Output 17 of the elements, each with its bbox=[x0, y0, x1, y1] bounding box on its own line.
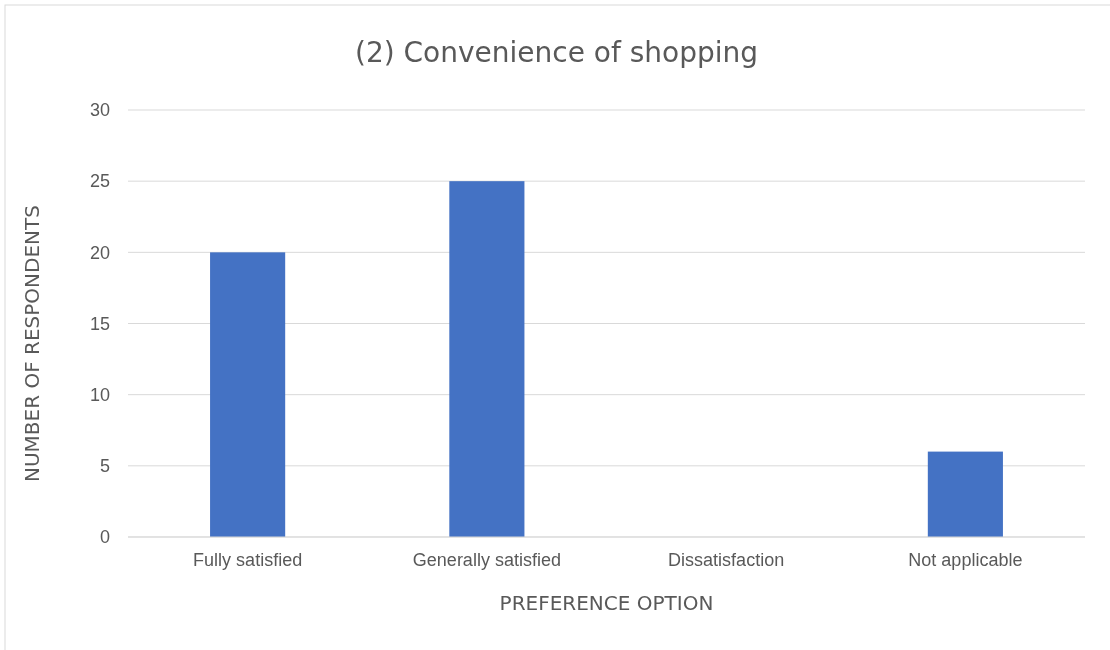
chart-title: (2) Convenience of shopping bbox=[354, 36, 759, 69]
y-tick-label: 30 bbox=[89, 100, 110, 121]
y-tick-label: 20 bbox=[89, 242, 110, 263]
y-tick-label: 5 bbox=[99, 456, 110, 477]
y-tick-label: 10 bbox=[89, 384, 110, 405]
x-tick-label: Fully satisfied bbox=[193, 549, 303, 570]
y-tick-label: 25 bbox=[89, 171, 110, 192]
x-axis-title: PREFERENCE OPTION bbox=[499, 591, 714, 615]
x-tick-label: Not applicable bbox=[908, 549, 1023, 570]
y-axis-title: NUMBER OF RESPONDENTS bbox=[20, 205, 44, 482]
bar bbox=[449, 181, 525, 537]
x-tick-label: Generally satisfied bbox=[412, 549, 561, 570]
y-tick-label: 15 bbox=[89, 313, 110, 334]
x-tick-label: Dissatisfaction bbox=[668, 549, 785, 570]
y-tick-label: 0 bbox=[99, 527, 110, 548]
bar bbox=[210, 252, 286, 537]
bar bbox=[927, 451, 1003, 537]
